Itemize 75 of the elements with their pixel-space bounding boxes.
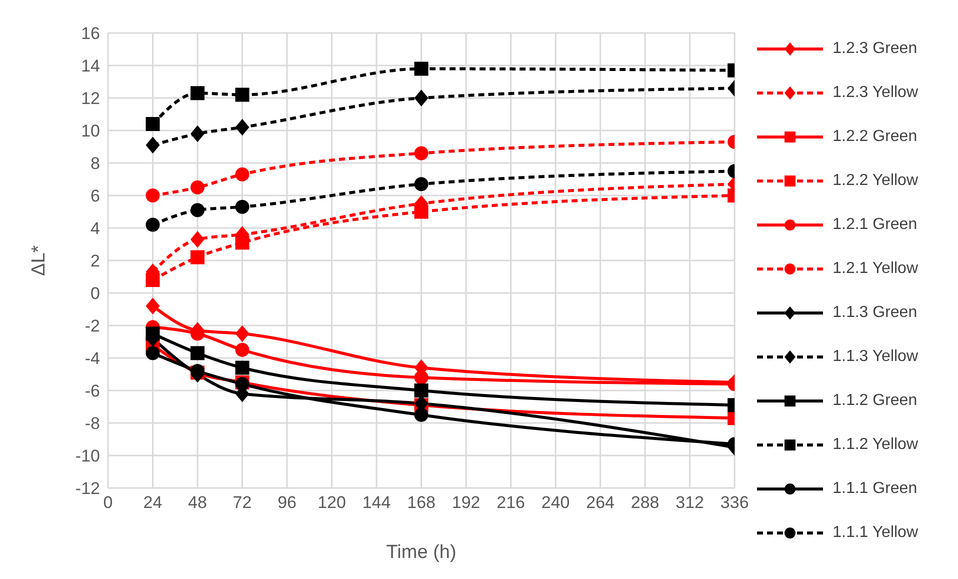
- x-tick-label: 120: [318, 493, 346, 512]
- y-tick-label: 12: [81, 89, 100, 108]
- y-tick-label: 8: [90, 154, 100, 174]
- legend-label: 1.2.3 Green: [832, 40, 918, 58]
- y-tick-label: 6: [90, 186, 100, 206]
- point: [235, 167, 250, 182]
- y-tick-label: 0: [90, 284, 100, 304]
- point: [146, 346, 160, 360]
- point: [414, 370, 428, 384]
- legend-label: 1.2.1 Green: [832, 216, 918, 234]
- point: [190, 86, 205, 100]
- x-tick-label: 192: [452, 493, 480, 512]
- point: [190, 125, 205, 142]
- x-tick-label: 48: [188, 493, 207, 512]
- y-tick-label: 4: [90, 219, 100, 238]
- legend-label: 1.1.2 Green: [832, 392, 918, 410]
- legend-label: 1.1.1 Yellow: [832, 524, 918, 542]
- x-tick-label: 96: [278, 493, 296, 512]
- point: [146, 273, 160, 287]
- point: [235, 118, 250, 136]
- point: [146, 136, 160, 154]
- point: [146, 117, 160, 131]
- point: [190, 203, 205, 218]
- y-tick-label: 2: [90, 252, 100, 271]
- point: [414, 62, 428, 76]
- y-tick-label: 16: [81, 24, 100, 44]
- point: [190, 250, 205, 264]
- point: [146, 188, 160, 202]
- y-tick-label: -2: [84, 316, 100, 336]
- point: [235, 342, 250, 357]
- y-tick-label: -10: [75, 446, 100, 466]
- x-tick-label: 312: [676, 493, 704, 512]
- legend-label: 1.1.3 Yellow: [832, 348, 918, 366]
- legend-label: 1.2.2 Yellow: [832, 172, 918, 190]
- point: [414, 90, 428, 106]
- x-tick-label: 216: [496, 493, 525, 512]
- y-tick-label: -12: [75, 479, 100, 498]
- point: [414, 384, 428, 398]
- x-tick-label: 336: [720, 493, 749, 512]
- legend-label: 1.2.1 Yellow: [832, 260, 918, 278]
- point: [190, 180, 205, 194]
- legend-label: 1.1.2 Yellow: [832, 436, 918, 454]
- x-tick-label: 264: [586, 493, 615, 512]
- point: [414, 146, 428, 160]
- x-tick-label: 72: [232, 493, 252, 512]
- x-tick-label: 288: [630, 493, 660, 512]
- point: [235, 236, 250, 250]
- x-axis-title: Time (h): [386, 542, 456, 563]
- point: [146, 298, 160, 314]
- y-tick-label: 10: [81, 122, 100, 141]
- point: [235, 360, 250, 375]
- y-axis-title: ΔL*: [28, 244, 50, 276]
- point: [414, 204, 428, 219]
- point: [414, 408, 428, 422]
- legend-label: 1.2.3 Yellow: [832, 84, 918, 102]
- point: [414, 177, 428, 192]
- y-tick-label: 14: [81, 56, 100, 76]
- y-tick-label: -6: [84, 382, 100, 401]
- legend-label: 1.1.3 Green: [832, 304, 918, 322]
- point: [235, 200, 250, 214]
- point: [146, 218, 160, 232]
- x-tick-label: 240: [541, 493, 570, 512]
- legend-label: 1.2.2 Green: [832, 128, 918, 146]
- point: [146, 326, 160, 341]
- x-tick-label: 144: [362, 493, 391, 512]
- point: [235, 325, 250, 342]
- x-tick-label: 24: [143, 493, 162, 512]
- y-tick-label: -8: [84, 414, 100, 434]
- x-tick-label: 168: [407, 493, 436, 512]
- y-tick-label: -4: [84, 349, 100, 368]
- point: [190, 230, 205, 248]
- x-tick-label: 0: [103, 493, 113, 512]
- point: [235, 88, 250, 102]
- point: [190, 346, 205, 360]
- legend-label: 1.1.1 Green: [832, 480, 918, 498]
